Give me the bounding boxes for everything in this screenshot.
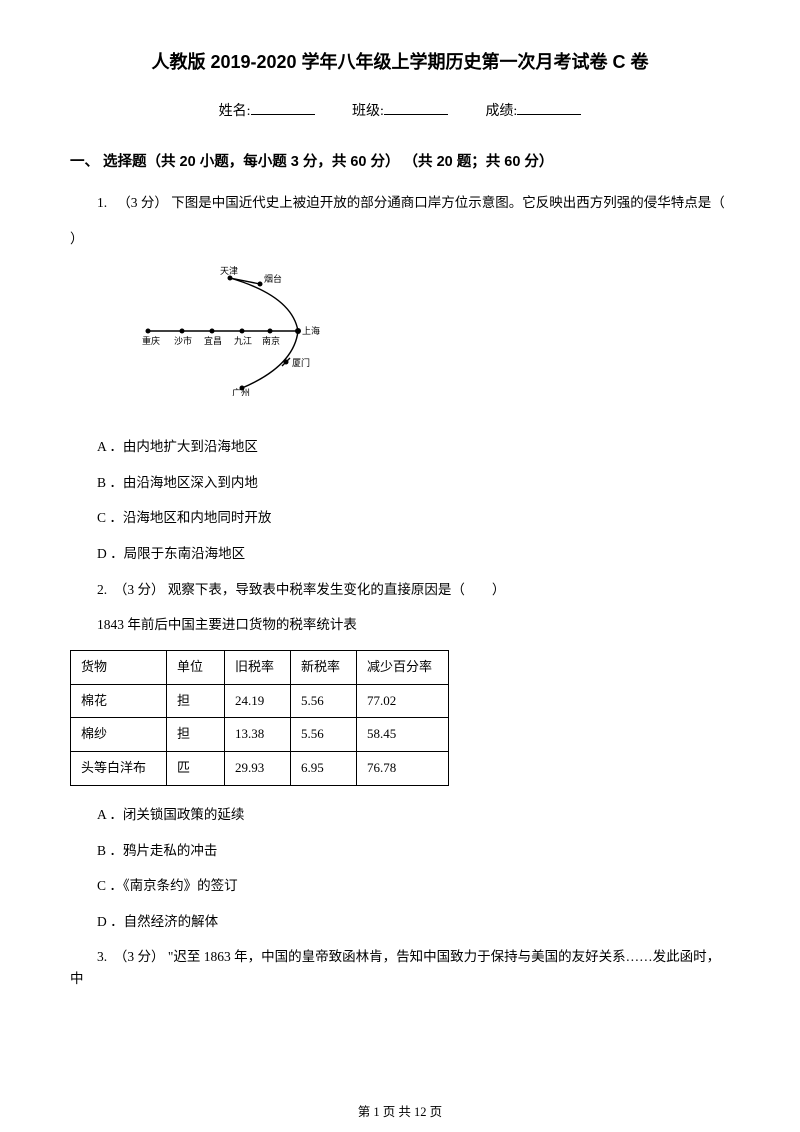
diagram-label-tianjin: 天津 [220,266,238,276]
q3-stem: 3. （3 分） "迟至 1863 年，中国的皇帝致函林肯，告知中国致力于保持与… [70,946,730,989]
table-header: 货物 [71,650,167,684]
table-row: 货物 单位 旧税率 新税率 减少百分率 [71,650,449,684]
table-header: 减少百分率 [357,650,449,684]
q3-points: （3 分） [114,949,165,964]
q3-text: "迟至 1863 年，中国的皇帝致函林肯，告知中国致力于保持与美国的友好关系……… [70,949,720,986]
table-cell: 棉纱 [71,718,167,752]
table-cell: 匹 [167,752,225,786]
q2-text: 观察下表，导致表中税率发生变化的直接原因是（ ） [168,582,506,597]
q2-option-b: B ．鸦片走私的冲击 [97,840,730,862]
table-cell: 5.56 [291,684,357,718]
q2-caption: 1843 年前后中国主要进口货物的税率统计表 [70,614,730,636]
table-cell: 担 [167,684,225,718]
q1-text-a: 下图是中国近代史上被迫开放的部分通商口岸方位示意图。它反映出西方列强的侵华特点是… [171,195,725,210]
q2-table: 货物 单位 旧税率 新税率 减少百分率 棉花 担 24.19 5.56 77.0… [70,650,449,786]
table-cell: 77.02 [357,684,449,718]
table-cell: 13.38 [225,718,291,752]
diagram-label-jiujiang: 九江 [234,336,252,346]
score-label: 成绩: [485,104,517,119]
table-row: 棉花 担 24.19 5.56 77.02 [71,684,449,718]
q3-number: 3. [97,949,107,964]
q1-option-a: A ．由内地扩大到沿海地区 [97,436,730,458]
q1-stem: 1. （3 分） 下图是中国近代史上被迫开放的部分通商口岸方位示意图。它反映出西… [70,192,730,214]
diagram-label-shanghai: 上海 [302,325,320,336]
q1-diagram: 天津 烟台 上海 厦门 广州 重庆 沙市 宜昌 九江 南京 [142,266,342,396]
table-cell: 24.19 [225,684,291,718]
table-row: 棉纱 担 13.38 5.56 58.45 [71,718,449,752]
diagram-label-shashi: 沙市 [174,335,192,346]
table-cell: 担 [167,718,225,752]
q1-points: （3 分） [117,195,168,210]
table-cell: 6.95 [291,752,357,786]
page-title: 人教版 2019-2020 学年八年级上学期历史第一次月考试卷 C 卷 [70,48,730,77]
diagram-label-xiamen: 厦门 [292,357,310,368]
q2-option-d: D ．自然经济的解体 [97,911,730,933]
table-header: 旧税率 [225,650,291,684]
q2-stem: 2. （3 分） 观察下表，导致表中税率发生变化的直接原因是（ ） [70,579,730,601]
diagram-label-chongqing: 重庆 [142,335,160,346]
q2-option-c: C ．《南京条约》的签订 [97,875,730,897]
q2-points: （3 分） [114,582,165,597]
table-cell: 29.93 [225,752,291,786]
q1-text-b: ） [70,228,730,250]
student-meta: 姓名: 班级: 成绩: [70,101,730,123]
table-header: 新税率 [291,650,357,684]
table-cell: 5.56 [291,718,357,752]
diagram-label-yichang: 宜昌 [204,335,222,346]
q1-number: 1. [97,195,107,210]
table-cell: 58.45 [357,718,449,752]
diagram-label-guangzhou: 广州 [232,387,250,396]
table-header: 单位 [167,650,225,684]
q2-number: 2. [97,582,107,597]
diagram-label-nanjing: 南京 [262,335,280,346]
diagram-label-yantai: 烟台 [264,273,282,284]
name-label: 姓名: [219,104,251,119]
name-blank [251,101,315,115]
q2-option-a: A ．闭关锁国政策的延续 [97,804,730,826]
score-blank [517,101,581,115]
table-cell: 棉花 [71,684,167,718]
page-footer: 第 1 页 共 12 页 [0,1102,800,1122]
q1-option-b: B ．由沿海地区深入到内地 [97,472,730,494]
class-label: 班级: [352,104,384,119]
table-row: 头等白洋布 匹 29.93 6.95 76.78 [71,752,449,786]
table-cell: 头等白洋布 [71,752,167,786]
q1-option-d: D ．局限于东南沿海地区 [97,543,730,565]
section-heading: 一、 选择题（共 20 小题，每小题 3 分，共 60 分） （共 20 题；共… [70,151,730,174]
q1-option-c: C ．沿海地区和内地同时开放 [97,507,730,529]
class-blank [384,101,448,115]
table-cell: 76.78 [357,752,449,786]
